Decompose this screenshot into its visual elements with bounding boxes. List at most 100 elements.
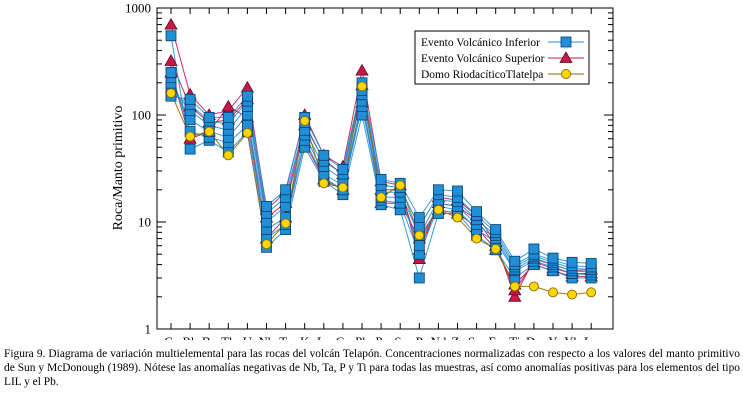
data-point-circle-ce (337, 182, 348, 193)
x-category-label-sm: Sm (468, 334, 485, 340)
x-category-label-th: Th (221, 334, 236, 340)
data-point-circle-nb (261, 239, 272, 250)
data-point-square-th (222, 111, 234, 123)
data-point-circle-ta (280, 218, 291, 229)
data-point-square-yb (566, 256, 578, 268)
y-tick-label: 10 (138, 215, 151, 230)
data-point-circle-p (414, 230, 425, 241)
data-point-square-nb (261, 200, 272, 212)
data-point-square-nd (432, 184, 444, 196)
data-point-circle-ba (204, 126, 215, 137)
data-point-square-lu (585, 258, 597, 269)
data-point-square-p (413, 212, 425, 223)
data-point-circle-zr (452, 212, 463, 223)
data-point-square-la (318, 149, 330, 161)
data-point-circle-sm (471, 233, 482, 244)
legend-label-superior: Evento Volcánico Superior (421, 53, 545, 65)
data-point-triangle-cs (164, 54, 178, 66)
x-category-label-nd: Nd (430, 334, 446, 340)
data-point-square-zr (452, 185, 463, 197)
y-tick-label: 1 (145, 322, 152, 337)
data-point-square-ba (203, 111, 215, 123)
data-point-square-rb (184, 143, 196, 155)
x-category-label-u: U (243, 334, 253, 340)
data-point-square-ce (337, 164, 349, 175)
data-point-circle-pr (376, 192, 387, 203)
data-point-circle-th (223, 150, 234, 161)
data-point-square-ta (280, 184, 292, 196)
data-point-circle-k (299, 115, 310, 126)
data-point-triangle-u (240, 80, 255, 93)
x-category-label-sr: Sr (394, 334, 406, 340)
legend-label-inferior: Evento Volcánico Inferior (421, 37, 540, 49)
x-category-label-ba: Ba (202, 334, 217, 340)
data-point-circle-y (548, 287, 558, 298)
data-point-square-y (547, 252, 559, 264)
plot-frame (156, 7, 614, 330)
data-point-square-u (241, 90, 253, 102)
data-point-triangle-cs (164, 17, 178, 30)
x-category-label-nb: Nb (259, 334, 275, 340)
data-point-circle-yb (567, 289, 578, 300)
x-category-label-eu: Eu (488, 334, 503, 340)
data-point-circle-sr (395, 180, 406, 191)
series-markers (164, 17, 598, 302)
data-point-square-dy (528, 243, 540, 255)
legend-symbols (548, 36, 584, 79)
x-category-label-rb: Rb (183, 334, 198, 340)
data-point-circle-ti (509, 281, 520, 292)
x-category-label-y: Y (548, 334, 558, 340)
x-category-label-dy: Dy (526, 334, 542, 340)
figure-caption: Figura 9. Diagrama de variación multiele… (4, 348, 740, 388)
data-point-square-pr (375, 174, 387, 185)
data-point-square-sm (471, 206, 483, 218)
x-category-label-yb: Yb (564, 334, 580, 340)
data-point-square-rb (184, 93, 196, 105)
x-category-label-ce: Ce (336, 334, 351, 340)
data-point-circle-u (242, 127, 253, 138)
x-category-label-pb: Pb (355, 334, 369, 340)
x-category-label-lu: Lu (584, 334, 599, 340)
data-point-square-cs (165, 30, 177, 42)
data-point-square-p (413, 221, 425, 233)
axis-ticks (157, 8, 613, 330)
x-category-labels: Cs Rb Ba Th U Nb Ta K La Ce Pb Pr Sr P Nd Zr SmEu Ti Dy Y Yb… (164, 334, 599, 340)
x-category-label-ta: Ta (279, 334, 292, 340)
data-point-square-p (413, 240, 425, 252)
y-tick-label: 100 (132, 108, 152, 123)
x-category-label-zr: Zr (451, 334, 464, 340)
legend-marker-square (560, 36, 572, 48)
data-point-square-ta (280, 200, 292, 212)
data-point-square-cs (165, 67, 177, 78)
x-category-label-cs: Cs (164, 334, 178, 340)
data-point-circle-la (318, 178, 329, 189)
data-point-square-ti (509, 255, 521, 267)
data-point-square-eu (490, 224, 502, 235)
data-point-circle-nd (433, 204, 444, 215)
data-point-triangle-ti (508, 289, 522, 302)
data-point-circle-pb (357, 81, 367, 92)
data-point-triangle-th (221, 99, 235, 112)
data-point-square-p (413, 272, 425, 284)
y-axis-title: Roca/Manto primitivo (111, 106, 126, 231)
multielement-spider-diagram: 1 10 100 1000 Cs Rb Ba Th U Nb Ta K La Ce Pb Pr Sr P Nd Zr… (111, 1, 614, 340)
x-category-label-p: P (416, 334, 423, 340)
x-category-label-pr: Pr (375, 334, 387, 340)
data-point-circle-eu (490, 243, 501, 254)
legend-marker-triangle (559, 51, 573, 63)
legend-marker-circle (561, 69, 571, 79)
data-point-circle-lu (586, 287, 597, 298)
x-category-label-la: La (317, 334, 331, 340)
x-category-label-ti: Ti (509, 334, 520, 340)
data-point-circle-cs (166, 88, 176, 99)
legend: Evento Volcánico Inferior Evento Volcáni… (414, 30, 590, 85)
data-point-square-rb (184, 114, 196, 126)
data-point-circle-dy (528, 281, 539, 292)
data-point-triangle-pb (355, 63, 369, 76)
legend-label-domo: Domo RiodacíticoTlatelpa (421, 69, 543, 81)
x-category-label-k: K (300, 334, 310, 340)
y-tick-labels: 1 10 100 1000 (125, 1, 151, 337)
y-tick-label: 1000 (125, 1, 151, 16)
data-point-circle-rb (185, 131, 196, 142)
series-line-square-1 (170, 72, 592, 276)
